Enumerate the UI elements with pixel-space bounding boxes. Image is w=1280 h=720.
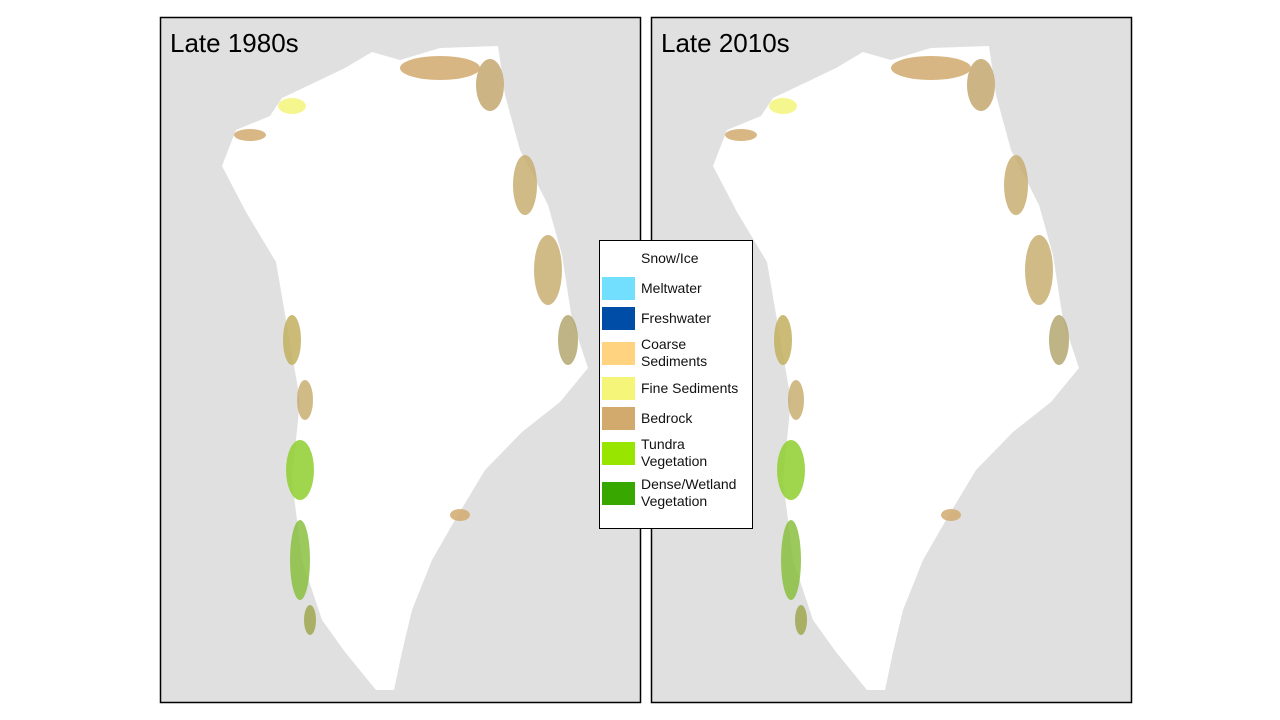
legend-swatch (602, 441, 635, 465)
panel-title: Late 2010s (661, 28, 790, 58)
legend-swatch (602, 406, 635, 430)
legend-label: Fine Sediments (641, 379, 739, 396)
legend-label: Tundra Vegetation (641, 436, 708, 469)
legend-label: Dense/Wetland Vegetation (641, 476, 737, 509)
legend-swatch (602, 276, 635, 300)
legend-item: Snow/Ice (602, 246, 752, 270)
legend-label: Bedrock (641, 409, 693, 426)
legend-swatch (602, 246, 635, 270)
legend: Snow/Ice Meltwater Freshwater Coarse Sedime… (599, 240, 753, 529)
legend-swatch (602, 306, 635, 330)
legend-item: Fine Sediments (602, 376, 752, 400)
legend-swatch (602, 376, 635, 400)
panel-title: Late 1980s (170, 28, 299, 58)
legend-item: Meltwater (602, 276, 752, 300)
legend-swatch (602, 481, 635, 505)
legend-item: Bedrock (602, 406, 752, 430)
legend-item: Coarse Sediments (602, 336, 752, 370)
legend-label: Meltwater (641, 279, 702, 296)
legend-label: Freshwater (641, 309, 712, 326)
legend-swatch (602, 341, 635, 365)
legend-item: Dense/Wetland Vegetation (602, 476, 752, 510)
legend-label: Coarse Sediments (641, 336, 708, 369)
panel-left: Late 1980s (159, 16, 642, 704)
legend-item: Freshwater (602, 306, 752, 330)
legend-item: Tundra Vegetation (602, 436, 752, 470)
legend-label: Snow/Ice (641, 249, 699, 266)
